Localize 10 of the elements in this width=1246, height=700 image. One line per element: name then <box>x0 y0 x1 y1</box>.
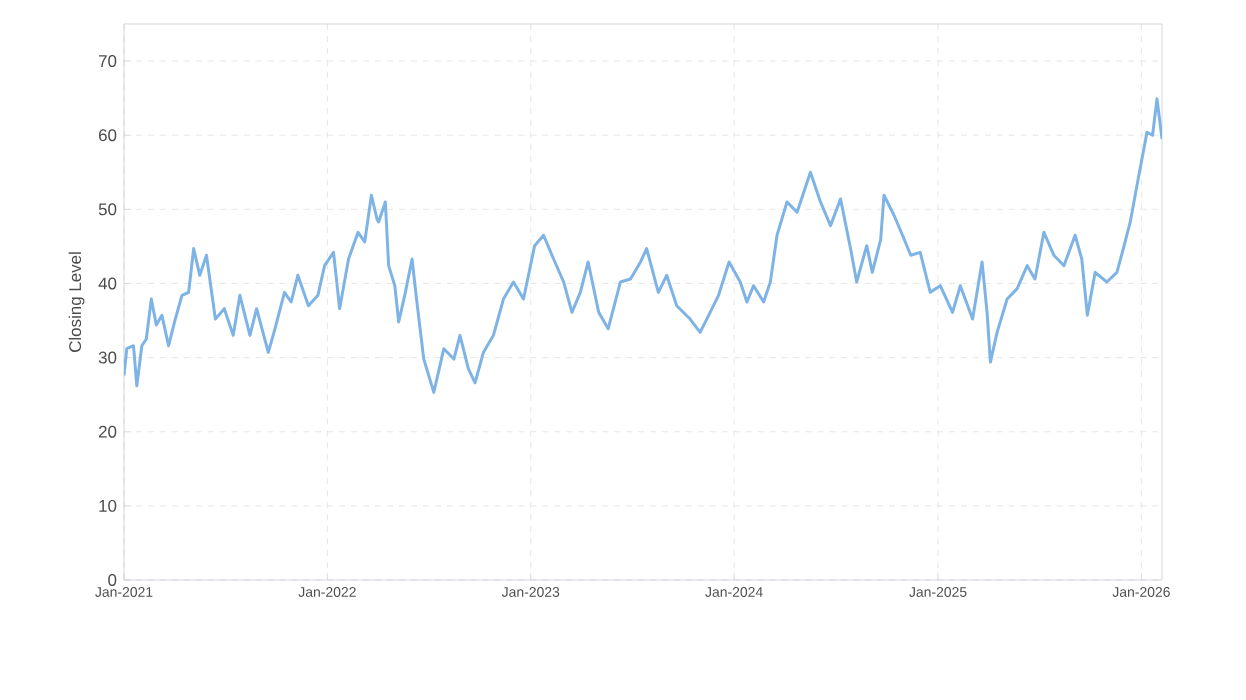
y-tick-label: 50 <box>98 203 117 216</box>
y-tick-label: 40 <box>98 277 117 290</box>
line-series <box>124 97 1163 394</box>
y-tick-label: 20 <box>98 425 117 438</box>
y-tick-label: 30 <box>98 351 117 364</box>
y-tick-label: 70 <box>99 55 117 68</box>
y-tick-label: 60 <box>99 129 117 142</box>
y-tick-label: 10 <box>99 499 117 512</box>
y-axis-title: Closing Level <box>68 252 85 352</box>
y-tick-label: 0 <box>108 574 117 586</box>
